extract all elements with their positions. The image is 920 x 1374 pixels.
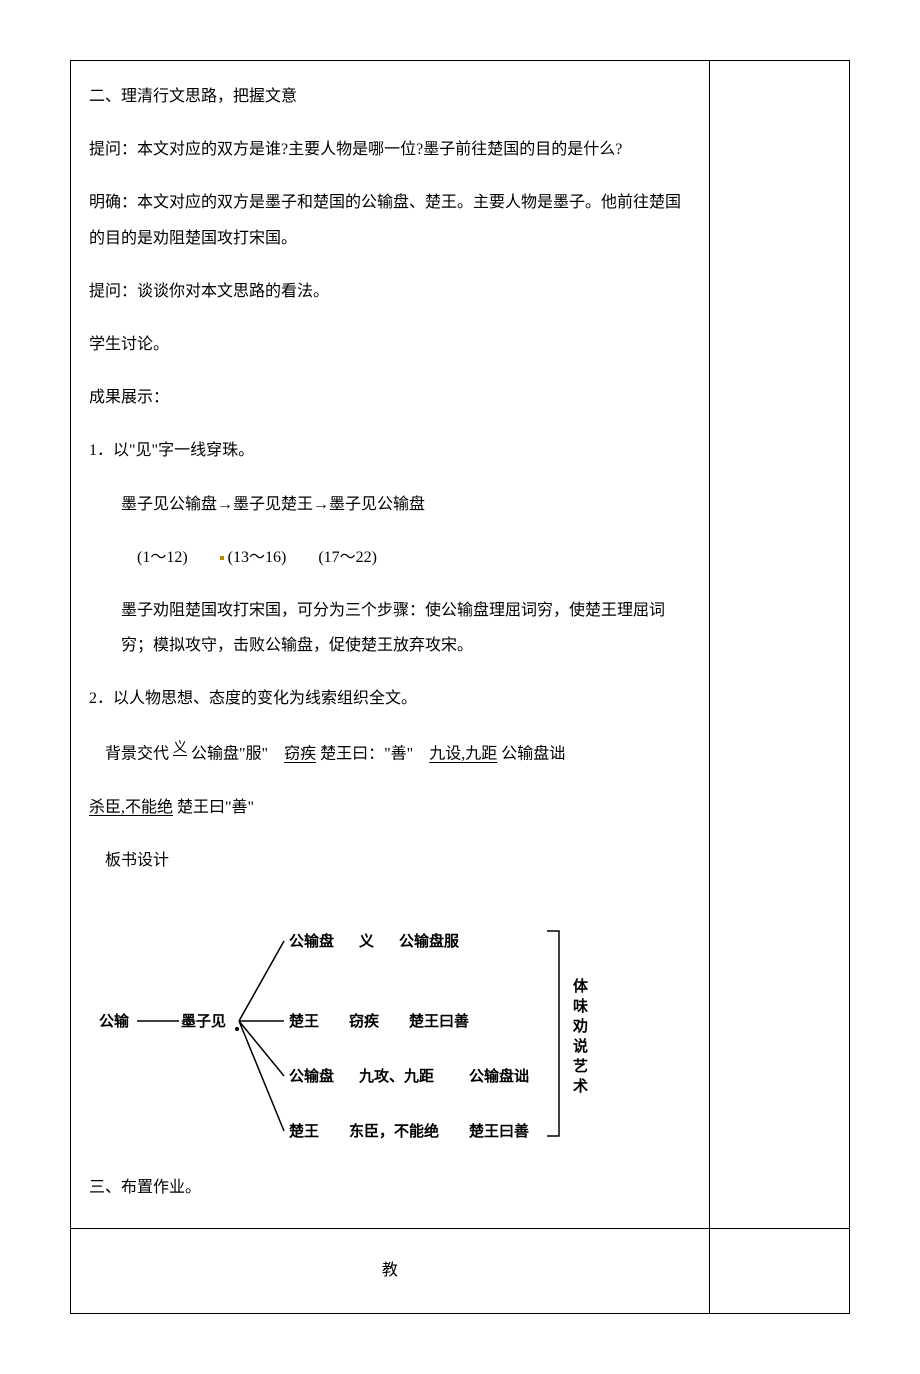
cw-shan: 楚王曰："善" xyxy=(320,746,413,763)
gsp-fu: 公输盘"服" xyxy=(191,746,268,763)
svg-text:体: 体 xyxy=(573,977,589,995)
svg-text:楚王: 楚王 xyxy=(289,1122,319,1140)
footer-row: 教 xyxy=(71,1228,850,1313)
svg-text:术: 术 xyxy=(573,1077,588,1095)
svg-text:窃疾: 窃疾 xyxy=(349,1012,380,1030)
svg-text:公输: 公输 xyxy=(99,1012,130,1030)
item1-desc: 墨子劝阻楚国攻打宋国，可分为三个步骤：使公输盘理屈词穷，使楚王理屈词穷；模拟攻守… xyxy=(89,593,691,663)
discuss-line: 学生讨论。 xyxy=(89,327,691,362)
board-diagram: 公输墨子见公输盘义公输盘服楚王窃疾楚王曰善公输盘九攻、九距公输盘诎楚王东臣，不能… xyxy=(89,896,691,1156)
footer-empty-cell xyxy=(709,1228,849,1313)
main-content-cell: 二、理清行文思路，把握文意 提问：本文对应的双方是谁?主要人物是哪一位?墨子前往… xyxy=(71,61,710,1229)
item1-title: 1．以"见"字一线穿珠。 xyxy=(89,433,691,468)
svg-text:艺: 艺 xyxy=(573,1058,588,1075)
item1-line2: (1～12) (13～16) (17～22) xyxy=(89,540,691,575)
svg-text:味: 味 xyxy=(573,997,588,1015)
svg-text:东臣，不能绝: 东臣，不能绝 xyxy=(349,1122,439,1140)
answer-1: 明确：本文对应的双方是墨子和楚国的公输盘、楚王。主要人物是墨子。他前往楚国的目的… xyxy=(89,185,691,255)
dot-icon xyxy=(220,556,224,560)
question-1: 提问：本文对应的双方是谁?主要人物是哪一位?墨子前往楚国的目的是什么? xyxy=(89,132,691,167)
svg-text:楚王曰善: 楚王曰善 xyxy=(409,1012,469,1030)
footer-label-cell: 教 xyxy=(71,1228,710,1313)
svg-text:九攻、九距: 九攻、九距 xyxy=(358,1067,434,1085)
range-1: (1～12) xyxy=(137,549,188,566)
item2-flow-2: 杀臣,不能绝 楚王曰"善" xyxy=(89,790,691,825)
item1-line1: 墨子见公输盘→墨子见楚王→墨子见公输盘 xyxy=(89,487,691,522)
svg-text:公输盘: 公输盘 xyxy=(289,1067,334,1085)
qieji-label: 窃疾 xyxy=(284,746,316,763)
section2-heading: 二、理清行文思路，把握文意 xyxy=(89,79,691,114)
question-2: 提问：谈谈你对本文思路的看法。 xyxy=(89,274,691,309)
range-2: (13～16) xyxy=(228,549,287,566)
svg-text:说: 说 xyxy=(573,1037,588,1055)
svg-text:劝: 劝 xyxy=(572,1017,588,1035)
svg-text:楚王: 楚王 xyxy=(289,1012,319,1030)
svg-text:公输盘: 公输盘 xyxy=(289,932,334,950)
svg-text:墨子见: 墨子见 xyxy=(181,1013,226,1030)
item2-flow-1: 背景交代 义 公输盘"服" 窃疾 楚王曰："善" 九设,九距 公输盘诎 xyxy=(89,734,691,772)
yi-label: 义 xyxy=(173,741,187,756)
jiushe-label: 九设,九距 xyxy=(429,746,497,763)
svg-text:公输盘服: 公输盘服 xyxy=(399,932,460,950)
item2-title: 2．以人物思想、态度的变化为线索组织全文。 xyxy=(89,681,691,716)
footer-label: 教 xyxy=(382,1262,398,1279)
document-table: 二、理清行文思路，把握文意 提问：本文对应的双方是谁?主要人物是哪一位?墨子前往… xyxy=(70,60,850,1314)
results-title: 成果展示： xyxy=(89,380,691,415)
svg-text:义: 义 xyxy=(359,932,374,950)
shachen-label: 杀臣,不能绝 xyxy=(89,799,173,816)
svg-text:公输盘诎: 公输盘诎 xyxy=(469,1067,529,1085)
range-3: (17～22) xyxy=(318,549,377,566)
gsp-chu: 公输盘诎 xyxy=(501,746,565,763)
svg-text:楚王曰善: 楚王曰善 xyxy=(469,1122,529,1140)
section3-heading: 三、布置作业。 xyxy=(89,1170,691,1205)
bg-label: 背景交代 xyxy=(105,746,169,763)
board-title: 板书设计 xyxy=(89,843,691,878)
cw-shan2: 楚王曰"善" xyxy=(177,799,254,816)
side-empty-cell xyxy=(709,61,849,1229)
